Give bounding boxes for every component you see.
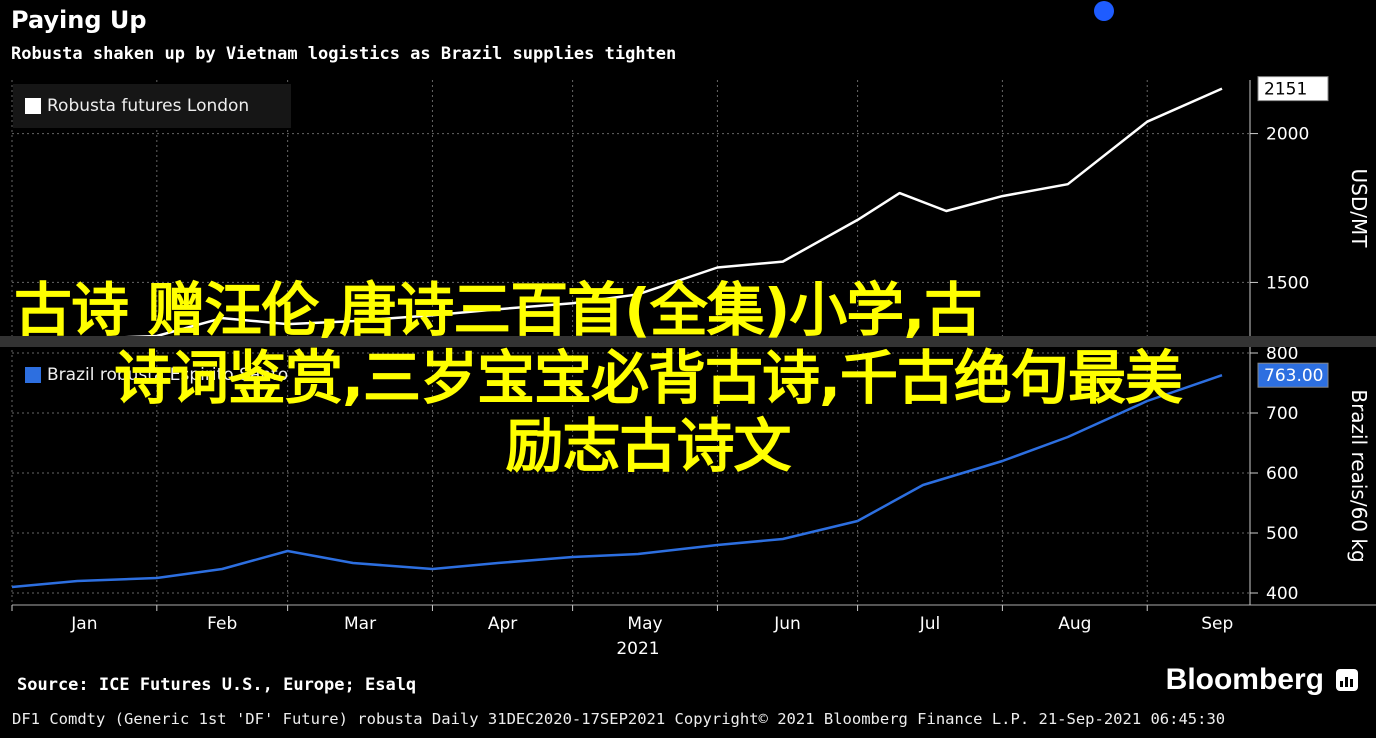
x-tick-label: Aug [1058, 614, 1091, 634]
last-value-label: 763.00 [1264, 366, 1323, 386]
source-note: Source: ICE Futures U.S., Europe; Esalq [17, 675, 417, 695]
panel-divider [0, 336, 1376, 347]
y-tick-label: 400 [1266, 584, 1298, 604]
chart-title: Paying Up [11, 6, 147, 34]
y-tick-label: 700 [1266, 404, 1298, 424]
y-tick-label: 800 [1266, 344, 1298, 364]
x-year-label: 2021 [616, 639, 659, 659]
chart-subtitle: Robusta shaken up by Vietnam logistics a… [11, 44, 677, 64]
x-tick-label: Sep [1201, 614, 1233, 634]
series-line-robusta [11, 87, 1223, 347]
y-axis-title: USD/MT [1347, 169, 1371, 249]
last-value-box [1257, 76, 1329, 102]
x-tick-label: Feb [207, 614, 237, 634]
series-line-brazil [11, 374, 1223, 589]
overlay-line-3: 励志古诗文 [505, 412, 791, 480]
y-tick-label: 2000 [1266, 125, 1309, 145]
x-tick-label: Apr [488, 614, 517, 634]
x-tick-label: Jul [919, 614, 941, 634]
legend-robusta: Robusta futures London [13, 84, 291, 128]
x-tick-label: Mar [344, 614, 376, 634]
bloomberg-terminal-icon [1336, 669, 1358, 691]
legend-swatch-white [25, 98, 41, 114]
legend-label-brazil: Brazil robusta Espirito Santo [47, 365, 289, 385]
overlay-line-2: 诗词鉴赏,三岁宝宝必背古诗,千古绝句最美 [113, 344, 1183, 412]
legend-swatch-blue [25, 367, 41, 383]
y-axis-title: Brazil reais/60 kg [1347, 389, 1371, 562]
legend-brazil: Brazil robusta Espirito Santo [13, 357, 288, 393]
last-value-label: 2151 [1264, 80, 1307, 100]
x-tick-label: Jan [70, 614, 97, 634]
y-tick-label: 1500 [1266, 273, 1309, 293]
brand-name: Bloomberg [1165, 663, 1324, 696]
bloomberg-logo: Bloomberg [1166, 663, 1358, 697]
blue-dot-marker [1094, 1, 1114, 21]
last-value-box [1257, 362, 1329, 388]
y-tick-label: 600 [1266, 464, 1298, 484]
legend-label-robusta: Robusta futures London [47, 96, 250, 116]
overlay-text: 古诗 赠汪伦,唐诗三百首(全集)小学,古 诗词鉴赏,三岁宝宝必背古诗,千古绝句最… [14, 276, 1282, 480]
overlay-line-1: 古诗 赠汪伦,唐诗三百首(全集)小学,古 [14, 276, 982, 344]
footer-meta: DF1 Comdty (Generic 1st 'DF' Future) rob… [12, 710, 1226, 728]
x-tick-label: May [627, 614, 662, 634]
x-tick-label: Jun [773, 614, 801, 634]
y-tick-label: 500 [1266, 524, 1298, 544]
